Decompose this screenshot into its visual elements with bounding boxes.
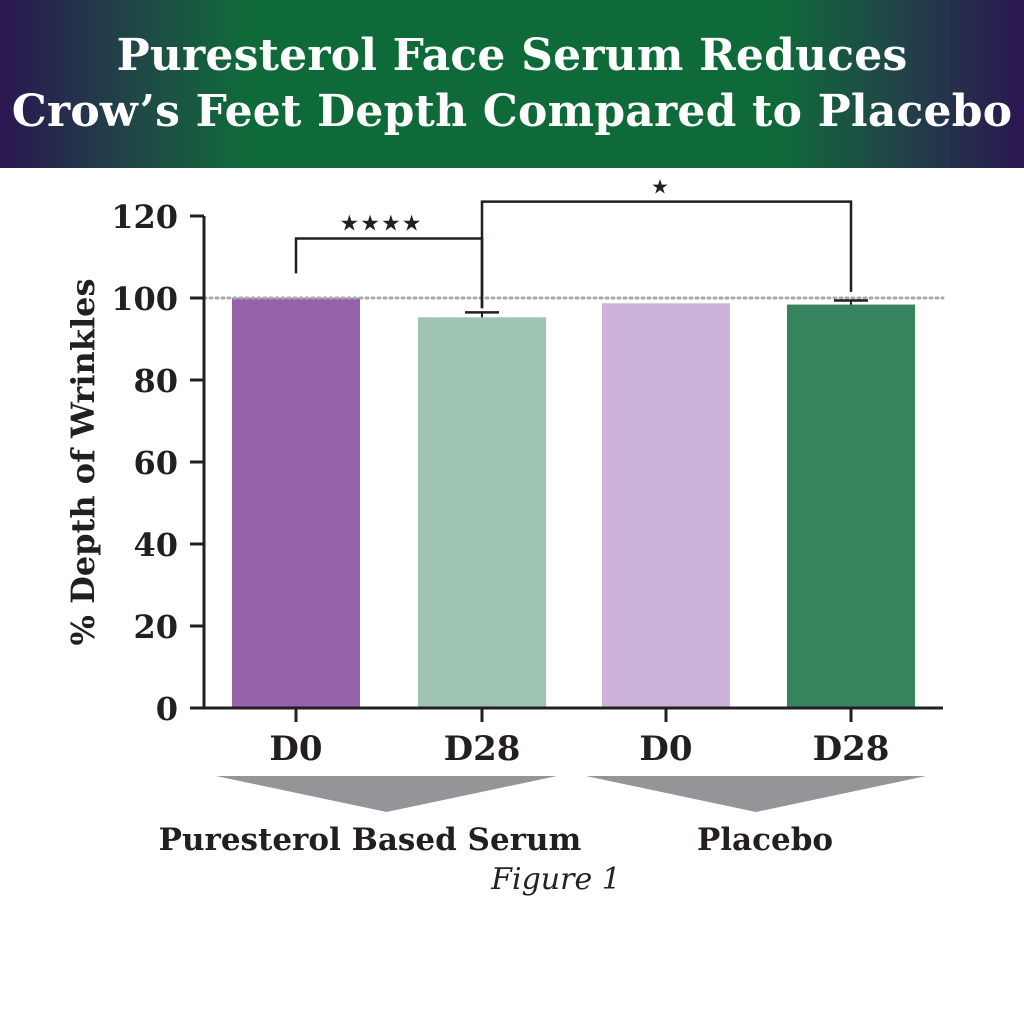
- x-tick-label-2: D28: [444, 729, 521, 769]
- y-tick-label-80: 80: [133, 362, 178, 400]
- y-tick-label-100: 100: [111, 280, 178, 318]
- y-tick-label-120: 120: [111, 198, 178, 236]
- y-tick-label-0: 0: [156, 690, 178, 728]
- significance-label-1: ★★★★: [340, 212, 423, 237]
- group-marker-2: [586, 776, 926, 812]
- title-line-1: Puresterol Face Serum Reduces: [116, 30, 908, 81]
- y-tick-label-60: 60: [133, 444, 178, 482]
- x-tick-label-1: D0: [269, 729, 322, 769]
- group-marker-1: [216, 776, 557, 812]
- group-label-2: Placebo: [697, 822, 833, 858]
- bar-1: [232, 298, 360, 708]
- bar-4: [787, 304, 915, 708]
- significance-bracket-2: [480, 200, 853, 309]
- y-tick-label-20: 20: [133, 608, 178, 646]
- figure-caption: Figure 1: [0, 862, 1024, 897]
- title-line-2: Crow’s Feet Depth Compared to Placebo: [11, 86, 1013, 137]
- group-label-1: Puresterol Based Serum: [159, 822, 582, 858]
- significance-label-2: ★: [651, 175, 670, 199]
- bar-2: [418, 317, 546, 708]
- x-tick-label-4: D28: [813, 729, 890, 769]
- y-tick-label-40: 40: [133, 526, 178, 564]
- bar-3: [602, 303, 730, 708]
- title-banner: Puresterol Face Serum Reduces Crow’s Fee…: [0, 0, 1024, 168]
- x-tick-label-3: D0: [639, 729, 692, 769]
- y-axis-label: % Depth of Wrinkles: [64, 279, 102, 646]
- figure-caption-text: Figure 1: [491, 862, 621, 897]
